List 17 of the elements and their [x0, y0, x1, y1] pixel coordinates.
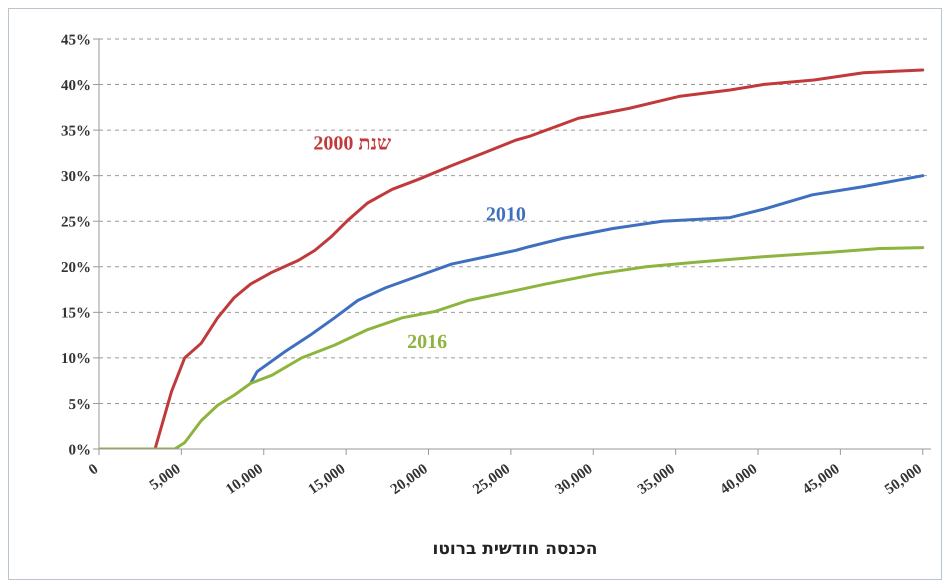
y-tick-label: 45% — [61, 32, 91, 48]
y-tick-label: 35% — [61, 123, 91, 140]
y-tick-label: 15% — [61, 306, 91, 322]
series-label: שנת 2000 — [313, 132, 392, 154]
x-tick-label: 0 — [86, 461, 102, 479]
y-tick-label: 40% — [61, 78, 91, 94]
y-tick-label: 5% — [68, 396, 91, 413]
line-series — [99, 246, 924, 449]
series-label: 2016 — [407, 330, 448, 353]
x-axis-title: הכנסה חודשית ברוטו — [432, 539, 598, 559]
y-tick-label: 25% — [61, 214, 91, 231]
y-tick-label: 0% — [68, 442, 91, 458]
line-series — [249, 174, 924, 385]
series-label: 2010 — [486, 203, 526, 226]
y-tick-label: 10% — [61, 351, 91, 368]
y-tick-label: 20% — [61, 260, 91, 276]
y-tick-label: 30% — [61, 168, 91, 185]
